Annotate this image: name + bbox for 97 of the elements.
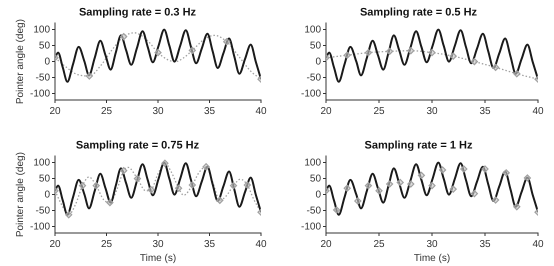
point xyxy=(407,180,414,188)
point xyxy=(407,47,414,54)
x-tick-label: 40 xyxy=(532,106,544,117)
line-series xyxy=(326,28,538,83)
point xyxy=(188,181,196,189)
line-series xyxy=(326,162,538,216)
y-tick-label: -100 xyxy=(30,221,50,232)
point xyxy=(439,166,446,174)
point xyxy=(470,58,478,66)
point xyxy=(344,52,351,59)
point xyxy=(502,169,510,176)
point xyxy=(106,199,114,206)
x-tick-label: 20 xyxy=(320,238,332,250)
y-tick-label: 0 xyxy=(44,189,50,200)
y-tick-label: -100 xyxy=(301,221,322,232)
x-tick-label: 20 xyxy=(320,106,332,117)
point xyxy=(161,160,169,167)
point xyxy=(428,182,436,190)
x-tick-label: 30 xyxy=(426,238,438,250)
x-tick-label: 30 xyxy=(426,106,438,117)
y-tick-label: -50 xyxy=(36,72,50,84)
point xyxy=(202,163,210,170)
point xyxy=(364,49,372,56)
chart-title: Sampling rate = 0.5 Hz xyxy=(360,6,478,19)
point xyxy=(428,49,436,56)
x-axis-title: Time (s) xyxy=(414,252,450,264)
x-tick-label: 35 xyxy=(204,238,216,250)
point xyxy=(216,196,224,204)
y-tick-label: -50 xyxy=(36,205,50,216)
x-tick-label: 20 xyxy=(49,238,62,250)
chart-title: Sampling rate = 1 Hz xyxy=(364,140,473,152)
y-tick-label: 100 xyxy=(304,157,322,168)
point xyxy=(470,190,478,198)
point xyxy=(244,181,251,189)
y-tick-label: -100 xyxy=(30,88,50,100)
point xyxy=(386,48,394,55)
point xyxy=(344,184,351,192)
point xyxy=(333,206,340,214)
point xyxy=(450,186,457,193)
y-tick-label: 0 xyxy=(315,189,322,200)
point xyxy=(396,178,404,186)
y-tick-label: 50 xyxy=(38,173,50,184)
x-tick-label: 35 xyxy=(479,238,492,250)
y-tick-label: -50 xyxy=(306,205,322,216)
chart-title: Sampling rate = 0.3 Hz xyxy=(78,6,197,19)
point xyxy=(524,174,531,182)
point xyxy=(120,167,128,174)
x-tick-label: 30 xyxy=(152,238,164,250)
point xyxy=(354,197,362,205)
point xyxy=(223,38,230,46)
point xyxy=(134,175,142,182)
point xyxy=(188,46,196,54)
chart-title: Sampling rate = 0.75 Hz xyxy=(76,140,200,152)
point xyxy=(120,33,128,40)
x-tick-label: 40 xyxy=(255,238,267,250)
x-tick-label: 25 xyxy=(100,106,113,117)
point xyxy=(230,182,238,190)
y-tick-label: -50 xyxy=(306,72,322,84)
x-axis-title: Time (s) xyxy=(140,252,176,264)
y-tick-label: 100 xyxy=(33,24,50,36)
x-tick-label: 25 xyxy=(100,238,113,250)
y-tick-label: -100 xyxy=(301,88,322,100)
y-tick-label: 50 xyxy=(310,40,322,52)
y-tick-label: 0 xyxy=(44,56,50,68)
point xyxy=(154,49,162,56)
y-axis-title: Pointer angle (deg) xyxy=(14,19,26,104)
x-tick-label: 40 xyxy=(255,106,267,117)
point xyxy=(148,186,155,194)
point xyxy=(513,203,520,210)
x-tick-label: 20 xyxy=(49,106,62,117)
x-tick-label: 35 xyxy=(204,106,216,117)
point xyxy=(460,165,468,173)
point xyxy=(92,182,100,190)
y-tick-label: 0 xyxy=(315,56,322,68)
point xyxy=(86,72,93,80)
point xyxy=(481,165,489,173)
point xyxy=(492,196,500,204)
x-tick-label: 25 xyxy=(373,238,386,250)
point xyxy=(175,184,182,192)
point xyxy=(364,182,372,190)
point xyxy=(450,52,457,60)
y-tick-label: 50 xyxy=(310,173,322,184)
point xyxy=(386,180,394,188)
point xyxy=(492,64,500,71)
point xyxy=(513,70,520,78)
point xyxy=(65,211,72,218)
x-tick-label: 40 xyxy=(532,238,544,250)
y-tick-label: 100 xyxy=(33,157,50,168)
point xyxy=(375,187,383,194)
x-tick-label: 35 xyxy=(479,106,492,117)
y-tick-label: 100 xyxy=(304,24,322,36)
x-tick-label: 25 xyxy=(373,106,386,117)
y-axis-title: Pointer angle (deg) xyxy=(14,152,26,238)
x-tick-label: 30 xyxy=(152,106,164,117)
point xyxy=(418,172,426,179)
y-tick-label: 50 xyxy=(38,40,50,52)
point xyxy=(78,182,86,190)
